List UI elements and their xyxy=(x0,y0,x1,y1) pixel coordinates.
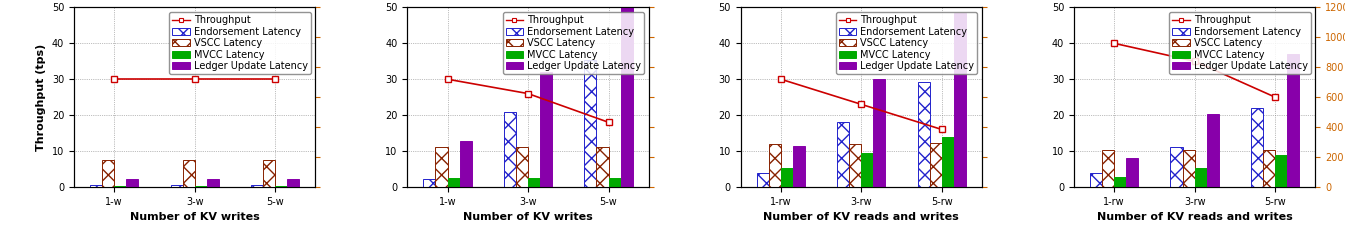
X-axis label: Number of KV writes: Number of KV writes xyxy=(463,212,593,222)
Bar xyxy=(1251,108,1263,187)
Y-axis label: Throughput (tps): Throughput (tps) xyxy=(36,44,46,151)
Bar xyxy=(1114,177,1126,187)
Bar xyxy=(929,143,942,187)
Bar xyxy=(114,186,126,187)
Bar xyxy=(1206,114,1219,187)
Bar xyxy=(504,112,516,187)
Bar xyxy=(516,147,529,187)
Bar xyxy=(288,180,300,187)
Bar xyxy=(448,178,460,187)
Bar xyxy=(207,180,219,187)
Bar xyxy=(849,144,861,187)
Bar xyxy=(584,60,596,187)
Bar xyxy=(171,185,183,187)
Bar xyxy=(837,122,849,187)
Bar xyxy=(1182,150,1194,187)
Bar xyxy=(873,79,885,187)
Bar xyxy=(794,146,806,187)
Bar xyxy=(541,72,553,187)
Bar xyxy=(861,153,873,187)
Bar xyxy=(529,178,541,187)
Bar xyxy=(436,147,448,187)
Bar xyxy=(424,179,436,187)
Bar xyxy=(917,82,929,187)
Bar xyxy=(1126,158,1138,187)
Bar xyxy=(1089,173,1102,187)
Bar xyxy=(596,147,608,187)
Bar xyxy=(757,173,769,187)
Bar xyxy=(1194,168,1206,187)
X-axis label: Number of KV reads and writes: Number of KV reads and writes xyxy=(1096,212,1293,222)
Legend: Throughput, Endorsement Latency, VSCC Latency, MVCC Latency, Ledger Update Laten: Throughput, Endorsement Latency, VSCC La… xyxy=(503,12,644,74)
Bar xyxy=(941,137,954,187)
Bar xyxy=(264,160,276,187)
Bar xyxy=(1275,155,1287,187)
Bar xyxy=(1287,54,1299,187)
Bar xyxy=(126,180,139,187)
Bar xyxy=(1263,150,1275,187)
Legend: Throughput, Endorsement Latency, VSCC Latency, MVCC Latency, Ledger Update Laten: Throughput, Endorsement Latency, VSCC La… xyxy=(1169,12,1310,74)
Bar xyxy=(1102,150,1114,187)
Bar xyxy=(102,160,114,187)
Bar xyxy=(1170,147,1182,187)
X-axis label: Number of KV writes: Number of KV writes xyxy=(130,212,260,222)
Bar xyxy=(252,185,264,187)
Bar xyxy=(769,144,781,187)
Bar xyxy=(183,160,195,187)
X-axis label: Number of KV reads and writes: Number of KV reads and writes xyxy=(764,212,959,222)
Bar xyxy=(276,186,288,187)
Bar xyxy=(781,168,794,187)
Bar xyxy=(608,178,620,187)
Legend: Throughput, Endorsement Latency, VSCC Latency, MVCC Latency, Ledger Update Laten: Throughput, Endorsement Latency, VSCC La… xyxy=(837,12,978,74)
Bar xyxy=(954,13,966,187)
Bar xyxy=(460,141,472,187)
Bar xyxy=(195,186,207,187)
Legend: Throughput, Endorsement Latency, VSCC Latency, MVCC Latency, Ledger Update Laten: Throughput, Endorsement Latency, VSCC La… xyxy=(169,12,311,74)
Bar xyxy=(90,185,102,187)
Bar xyxy=(620,7,632,187)
